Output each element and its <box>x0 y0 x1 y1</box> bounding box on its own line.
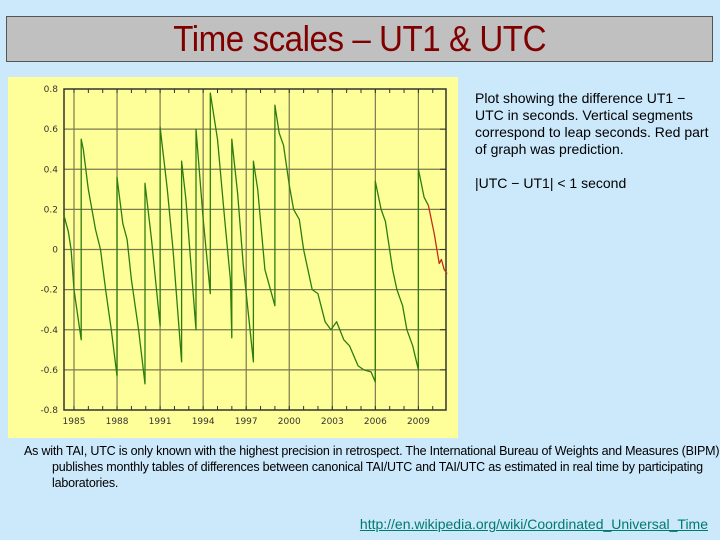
y-tick-label: 0.6 <box>44 125 59 135</box>
y-tick-label: -0.2 <box>40 286 58 296</box>
y-tick-label: 0.4 <box>44 165 59 175</box>
ut1-utc-chart: 0.8 0.6 0.4 0.2 0 -0.2 -0.4 -0.6 -0.8 1985 1988 199… <box>8 77 458 438</box>
slide-title: Time scales – UT1 & UTC <box>173 18 546 59</box>
x-tick-label: 2006 <box>364 417 387 427</box>
y-tick-label: -0.8 <box>40 406 58 416</box>
y-tick-label: 0 <box>52 246 58 256</box>
caption-text: As with TAI, UTC is only known with the … <box>24 444 720 490</box>
y-tick-label: -0.4 <box>40 326 58 336</box>
description-paragraph: Plot showing the difference UT1 − UTC in… <box>475 90 709 157</box>
series-line <box>63 92 429 385</box>
x-tick-label: 2000 <box>278 417 301 427</box>
x-tick-label: 1991 <box>149 417 172 427</box>
x-tick-label: 1988 <box>106 417 129 427</box>
x-tick-label: 1985 <box>63 417 86 427</box>
x-tick-label: 2003 <box>321 417 344 427</box>
slide-title-bar: Time scales – UT1 & UTC <box>6 16 713 62</box>
chart-description: Plot showing the difference UT1 − UTC in… <box>475 90 715 192</box>
chart-canvas: 0.8 0.6 0.4 0.2 0 -0.2 -0.4 -0.6 -0.8 1985 1988 199… <box>40 85 448 427</box>
y-tick-label: 0.2 <box>44 205 58 215</box>
series-line <box>427 205 448 274</box>
y-tick-label: -0.6 <box>40 366 58 376</box>
wikipedia-link[interactable]: http://en.wikipedia.org/wiki/Coordinated… <box>359 516 708 532</box>
y-tick-label: 0.8 <box>44 85 59 95</box>
x-tick-label: 1997 <box>235 417 258 427</box>
difference-bound-note: |UTC − UT1| < 1 second <box>475 175 627 191</box>
x-tick-label: 2009 <box>407 417 430 427</box>
x-tick-label: 1994 <box>192 417 215 427</box>
